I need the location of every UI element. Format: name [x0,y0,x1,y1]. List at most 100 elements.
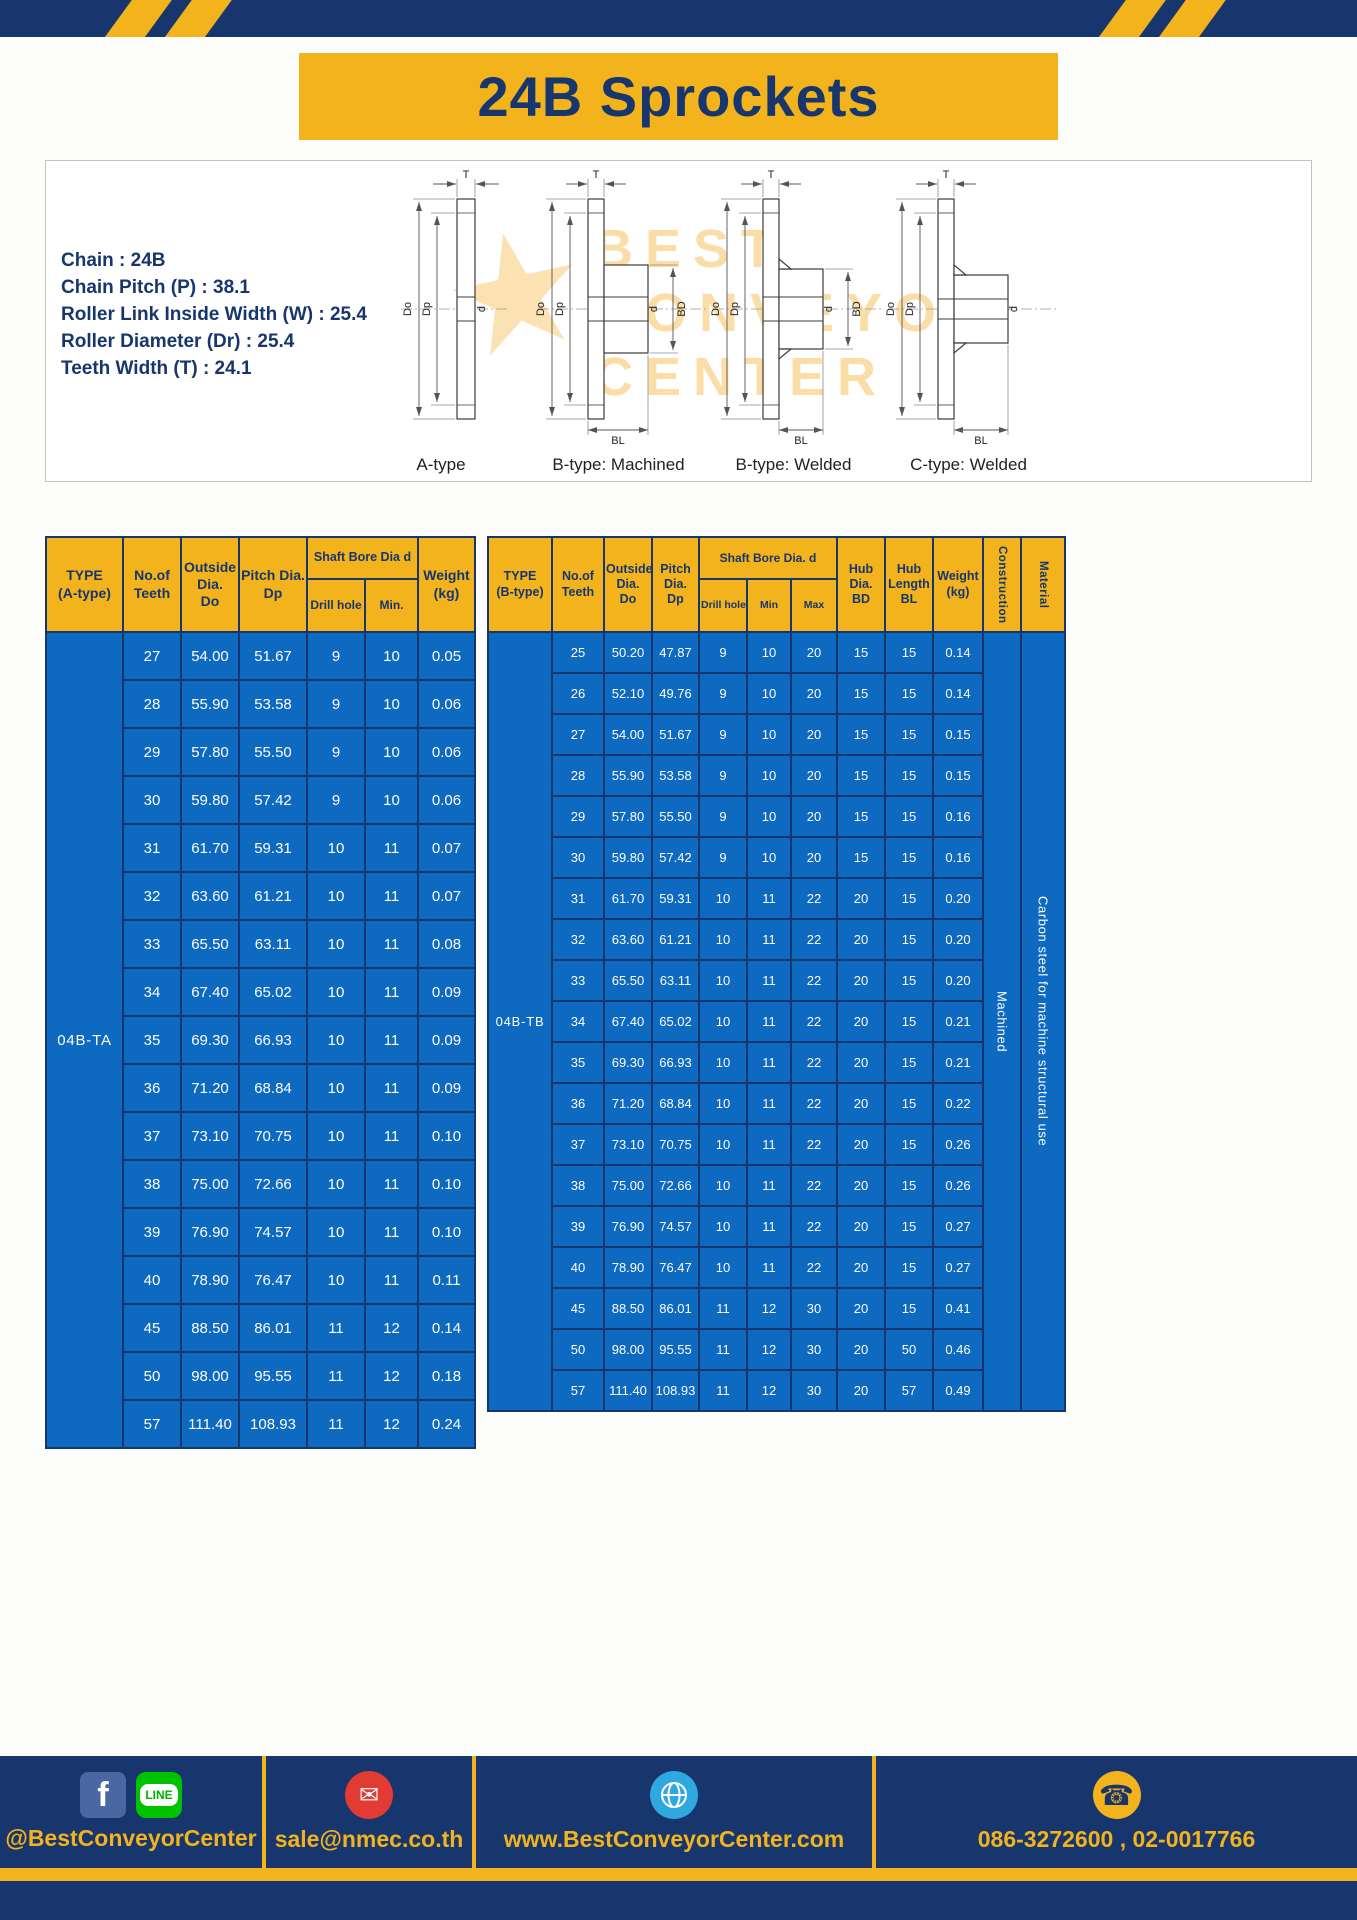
table-row: 30 59.80 57.42 9 10 0.06 [46,775,476,825]
table-cell: 10 [746,713,792,756]
table-cell: 61.21 [238,871,308,921]
table-cell: 68.84 [238,1063,308,1113]
phone-icon[interactable]: ☎ [1092,1771,1141,1819]
table-cell: 15 [884,1123,934,1166]
table-cell: 15 [884,1000,934,1043]
table-cell: 25 [551,631,605,674]
table-cell: 57 [122,1399,182,1449]
facebook-icon[interactable]: f [80,1772,126,1818]
table-cell: 0.46 [932,1328,984,1371]
table-cell: 32 [122,871,182,921]
table-cell: 67.40 [180,967,240,1017]
dim-label-outside: Do [710,302,722,316]
table-cell: 10 [306,871,366,921]
material-value: Carbon steel for machine structural use [1020,631,1066,1412]
table-cell: 66.93 [238,1015,308,1065]
table-cell: 0.20 [932,877,984,920]
table-cell: 12 [364,1303,419,1353]
table-cell: 59.31 [238,823,308,873]
footer-email-text[interactable]: sale@nmec.co.th [274,1826,464,1852]
table-cell: 55.90 [180,679,240,729]
col-header-construction: Construction [982,536,1022,633]
table-cell: 32 [551,918,605,961]
table-cell: 11 [364,919,419,969]
table-row: 36 71.20 68.84 10 11 22 20 15 0.22 [488,1082,1065,1125]
table-cell: 0.24 [417,1399,476,1449]
table-cell: 9 [698,672,748,715]
table-cell: 61.70 [603,877,653,920]
table-cell: 0.06 [417,775,476,825]
table-cell: 15 [836,795,886,838]
table-cell: 30 [790,1328,838,1371]
email-icon[interactable]: ✉ [345,1771,393,1819]
facebook-glyph: f [97,1775,109,1814]
col-header-type: TYPE (B-type) [487,536,553,633]
footer-divider [472,1756,476,1868]
table-cell: 10 [698,918,748,961]
table-cell: 22 [790,1123,838,1166]
table-cell: 11 [364,1015,419,1065]
table-cell: 12 [746,1369,792,1412]
table-cell: 108.93 [651,1369,700,1412]
table-cell: 22 [790,1164,838,1207]
table-row: 31 61.70 59.31 10 11 22 20 15 0.20 [488,877,1065,920]
dim-label-hub-length: BL [974,435,987,447]
table-cell: 11 [746,918,792,961]
table-cell: 20 [836,1000,886,1043]
table-cell: 15 [884,1205,934,1248]
table-cell: 50 [884,1328,934,1371]
sprocket-drawing-a-type: d Do Dp T [401,169,507,420]
table-cell: 10 [698,877,748,920]
table-cell: 10 [306,1159,366,1209]
table-cell: 0.14 [932,672,984,715]
footer-divider [262,1756,266,1868]
dim-label-outside: Do [402,302,414,316]
table-cell: 55.50 [238,727,308,777]
table-cell: 27 [551,713,605,756]
table-cell: 53.58 [238,679,308,729]
table-cell: 30 [551,836,605,879]
corner-stripe [1154,0,1230,37]
table-cell: 74.57 [651,1205,700,1248]
table-cell: 10 [746,754,792,797]
table-cell: 108.93 [238,1399,308,1449]
table-row: 38 75.00 72.66 10 11 0.10 [46,1159,476,1209]
watermark-line: CENTER [594,347,889,407]
table-row: 29 57.80 55.50 9 10 20 15 15 0.16 [488,795,1065,838]
table-cell: 10 [746,672,792,715]
table-row: 26 52.10 49.76 9 10 20 15 15 0.14 [488,672,1065,715]
table-cell: 11 [364,967,419,1017]
line-icon[interactable]: LINE [136,1772,182,1818]
corner-stripe [160,0,236,37]
envelope-glyph: ✉ [358,1781,380,1809]
table-a-type: TYPE (A-type) No.of Teeth Outside Dia. D… [45,536,476,1449]
spec-line: Teeth Width (T) : 24.1 [61,358,252,379]
footer-phone-text[interactable]: 086-3272600 , 02-0017766 [977,1826,1256,1852]
footer: f LINE @BestConveyorCenter ✉ sale@nmec.c… [0,1756,1357,1920]
table-cell: 22 [790,959,838,1002]
globe-icon[interactable] [650,1771,698,1819]
table-cell: 10 [306,967,366,1017]
diagram-caption: B-type: Machined [552,455,685,474]
dim-label-hub-length: BL [794,435,807,447]
footer-social-handle[interactable]: @BestConveyorCenter [5,1825,257,1851]
table-cell: 51.67 [238,631,308,681]
dim-label-teeth-width: T [463,169,470,181]
diagram-panel: ★ BEST CONVEYOR CENTER Chain : 24B Chain… [45,160,1312,482]
table-cell: 11 [306,1351,366,1401]
footer-website-text[interactable]: www.BestConveyorCenter.com [503,1826,845,1852]
table-cell: 68.84 [651,1082,700,1125]
table-row: 04B-TA 27 54.00 51.67 9 10 0.05 [45,631,476,1449]
table-cell: 11 [746,1000,792,1043]
table-cell: 0.21 [932,1000,984,1043]
table-cell: 9 [306,679,366,729]
table-cell: 57.42 [238,775,308,825]
table-cell: 20 [790,713,838,756]
sprocket-drawing-b-machined: d BD Do Dp T BL [535,169,706,447]
table-cell: 26 [551,672,605,715]
table-cell: 98.00 [180,1351,240,1401]
table-cell: 11 [364,1063,419,1113]
table-cell: 11 [364,1207,419,1257]
table-cell: 0.10 [417,1111,476,1161]
